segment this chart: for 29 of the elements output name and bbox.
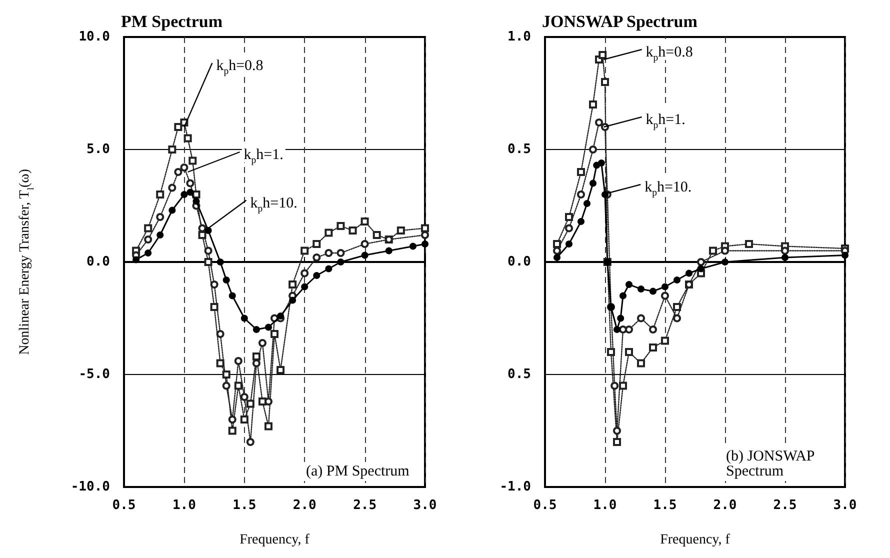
x-tick-label: 0.5 <box>533 498 557 513</box>
x-tick-label: 3.0 <box>413 498 437 513</box>
x-tick-label: 2.0 <box>292 498 317 513</box>
x-tick-label: 1.5 <box>653 498 677 513</box>
y-tick-label: 0.5 <box>508 367 531 382</box>
y-axis-title: Nonlinear Energy Transfer, Tl(ω) <box>18 168 36 355</box>
annotation: (b) JONSWAP Spectrum <box>726 448 818 480</box>
x-axis-title: Frequency, f <box>660 532 730 548</box>
x-axis-title: Frequency, f <box>240 532 310 548</box>
y-tick-label: -5.0 <box>78 367 110 382</box>
y-tick-label: 10.0 <box>78 30 110 44</box>
y-tick-label: -1.0 <box>500 480 532 494</box>
y-tick-label: 5.0 <box>86 142 110 157</box>
y-tick-label: 0.0 <box>86 254 110 270</box>
x-tick-label: 1.0 <box>172 498 196 513</box>
x-tick-label: 1.0 <box>593 498 617 513</box>
x-tick-label: 2.5 <box>773 498 797 513</box>
x-tick-label: 0.5 <box>112 498 136 513</box>
x-tick-label: 3.0 <box>833 498 857 513</box>
x-tick-label: 2.5 <box>353 498 377 513</box>
chart-title: JONSWAP Spectrum <box>542 12 698 31</box>
x-tick-label: 2.0 <box>713 498 737 513</box>
y-tick-label: 1.0 <box>508 30 532 44</box>
chart-title: PM Spectrum <box>121 12 223 31</box>
y-tick-label: 0.0 <box>508 254 532 270</box>
x-tick-label: 1.5 <box>232 498 256 513</box>
y-tick-label: -10.0 <box>70 480 110 494</box>
y-tick-label: 0.5 <box>508 142 531 157</box>
annotation: (a) PM Spectrum <box>306 464 410 480</box>
